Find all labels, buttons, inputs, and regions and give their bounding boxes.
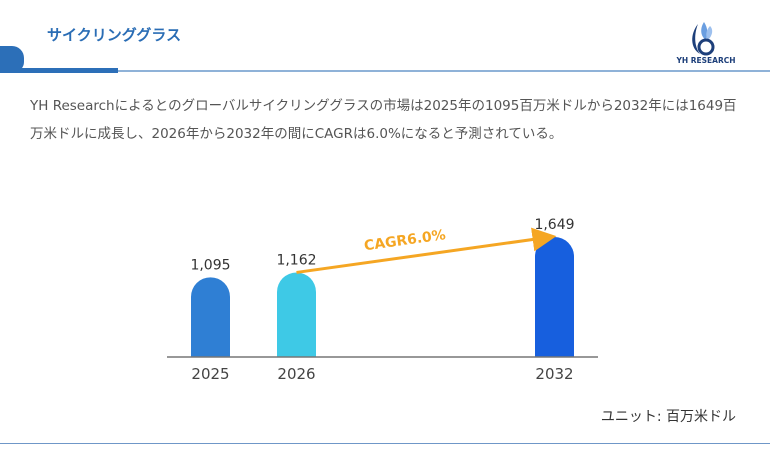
footer-divider [0, 443, 770, 444]
bar-2032 [535, 237, 574, 357]
unit-label: ユニット: 百万米ドル [600, 409, 736, 425]
market-description: YH Researchによるとのグローバルサイクリンググラスの市場は2025年の… [30, 98, 737, 142]
bar-2025 [191, 277, 230, 357]
cagr-label: CAGR6.0% [363, 227, 447, 254]
logo-text: YH RESEARCH [676, 56, 736, 65]
page-title: サイクリンググラス [47, 26, 182, 44]
header-accent-bar [0, 68, 118, 73]
data-label-2026: 1,162 [276, 252, 316, 268]
x-tick-label-2032: 2032 [535, 365, 573, 383]
data-label-2025: 1,095 [190, 257, 230, 273]
x-tick-label-2025: 2025 [191, 365, 229, 383]
header-divider [118, 70, 770, 72]
bar-2026 [277, 272, 316, 357]
header-tab-decoration [0, 46, 24, 72]
x-tick-label-2026: 2026 [277, 365, 315, 383]
cagr-arrow [296, 227, 557, 274]
data-label-2032: 1,649 [534, 217, 574, 233]
yh-research-logo-icon [692, 22, 715, 56]
